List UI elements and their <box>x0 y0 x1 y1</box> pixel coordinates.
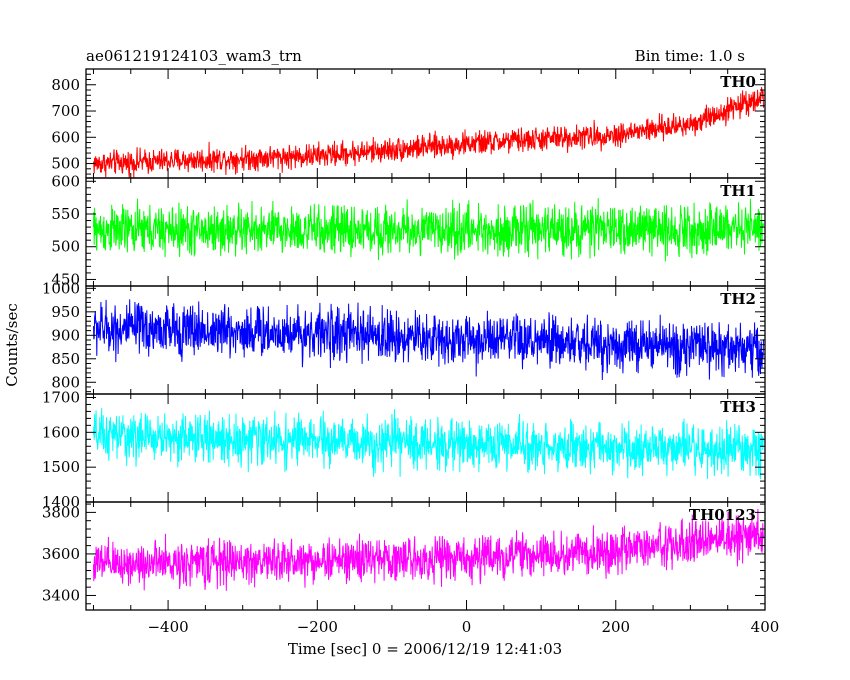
x-axis-label: Time [sec] 0 = 2006/12/19 12:41:03 <box>288 640 562 658</box>
x-tick-label: 400 <box>751 618 780 636</box>
panel-label: TH3 <box>720 398 756 416</box>
y-tick-label: 850 <box>51 350 80 368</box>
y-tick-label: 600 <box>51 172 80 190</box>
panel-th0: 500 600 700 800 TH0 <box>51 68 766 179</box>
panel-th1: 450 500 550 600 TH1 <box>51 172 766 288</box>
series-line-th3 <box>93 407 764 480</box>
series-line-th2 <box>93 299 764 381</box>
y-tick-label: 500 <box>51 238 80 256</box>
x-tick-label: −400 <box>147 618 188 636</box>
panel-label: TH0123 <box>689 506 756 524</box>
panel-frame <box>85 501 766 611</box>
y-tick-label: 1400 <box>42 493 80 511</box>
panel-th3: 1400 1500 1600 1700 TH3 <box>42 388 766 511</box>
y-tick-label: 1600 <box>42 423 80 441</box>
y-tick-label: 3800 <box>42 503 80 521</box>
series-line-th0 <box>93 87 764 178</box>
y-tick-label: 500 <box>51 155 80 173</box>
y-tick-label: 1700 <box>42 388 80 406</box>
series-line-th1 <box>93 198 764 262</box>
panel-label: TH2 <box>720 290 756 308</box>
panel-th2: 800 850 900 950 1000 TH2 <box>42 279 766 395</box>
y-tick-label: 1000 <box>42 279 80 297</box>
series-line-th0123 <box>93 508 764 591</box>
panel-th0123: 3400 3600 3800 TH0123 −400 −200 0 200 400 <box>42 501 780 636</box>
y-tick-label: 950 <box>51 303 80 321</box>
panel-label: TH1 <box>720 182 756 200</box>
y-tick-label: 3400 <box>42 586 80 604</box>
y-tick-label: 600 <box>51 128 80 146</box>
y-tick-label: 800 <box>51 76 80 94</box>
x-tick-label: 0 <box>462 618 472 636</box>
x-tick-label: 200 <box>601 618 630 636</box>
y-tick-label: 700 <box>51 102 80 120</box>
y-tick-label: 450 <box>51 270 80 288</box>
y-tick-label: 1500 <box>42 458 80 476</box>
y-tick-label: 900 <box>51 326 80 344</box>
bin-time-label: Bin time: 1.0 s <box>635 47 745 65</box>
y-tick-label: 800 <box>51 373 80 391</box>
y-axis-label: Counts/sec <box>3 303 21 387</box>
y-tick-label: 3600 <box>42 545 80 563</box>
y-tick-label: 550 <box>51 205 80 223</box>
x-tick-label: −200 <box>297 618 338 636</box>
panel-label: TH0 <box>720 73 756 91</box>
plot-title: ae061219124103_wam3_trn <box>86 47 302 65</box>
